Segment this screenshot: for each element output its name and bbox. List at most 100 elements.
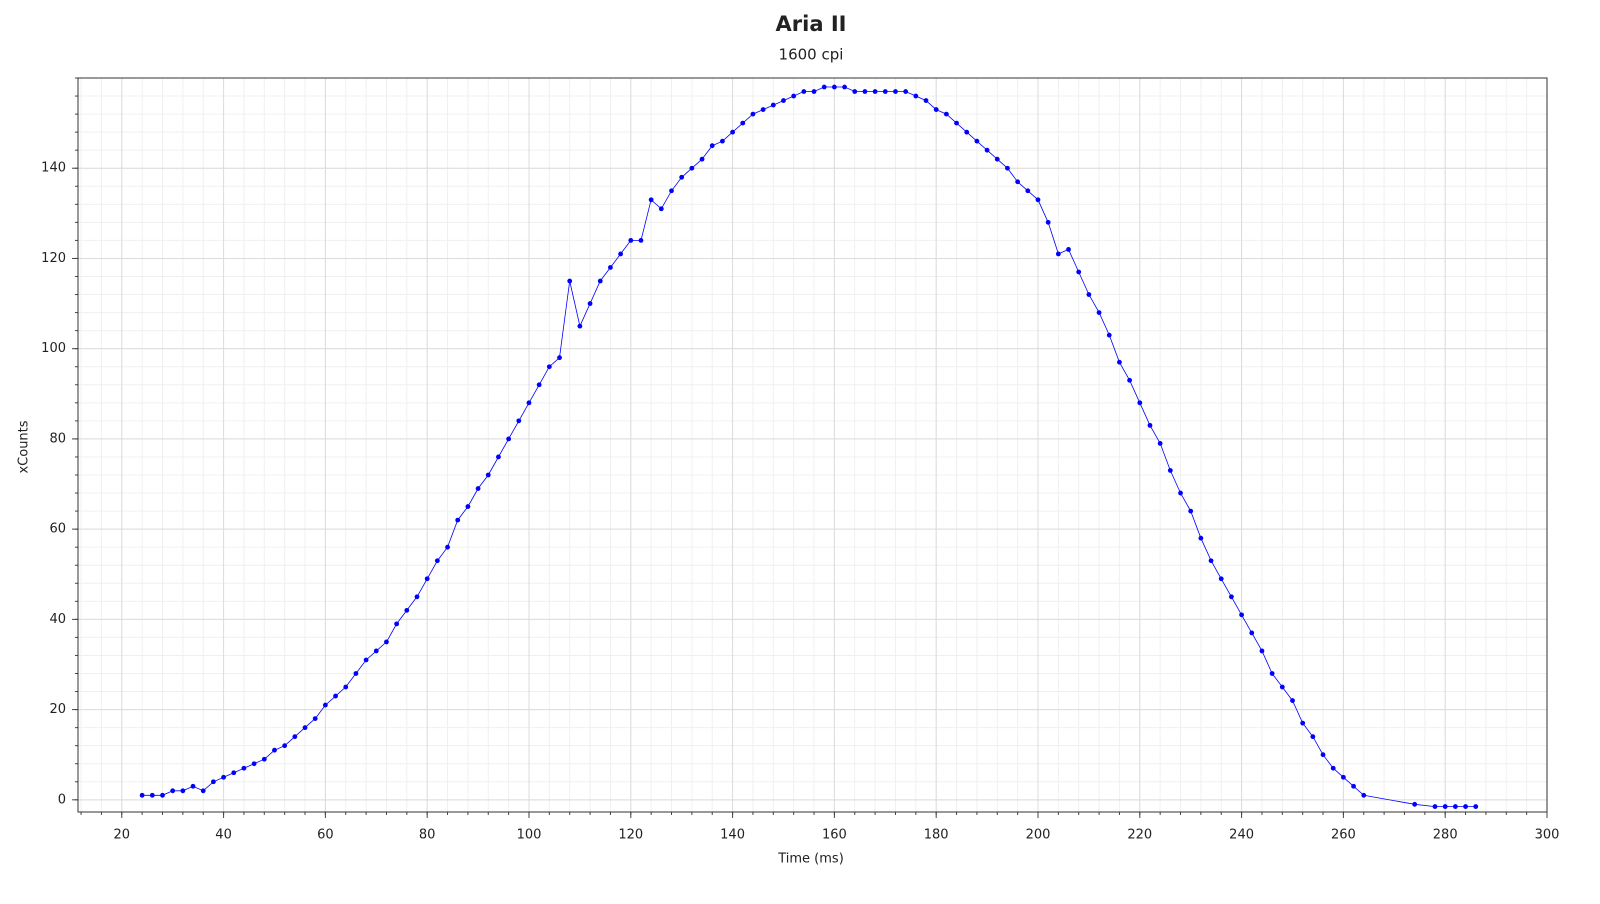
data-point xyxy=(1320,752,1326,758)
x-tick-label: 300 xyxy=(1535,828,1560,843)
data-point xyxy=(791,93,797,99)
data-point xyxy=(1290,698,1295,703)
data-point xyxy=(373,648,379,654)
data-point xyxy=(872,89,878,94)
x-tick-label: 40 xyxy=(215,828,232,843)
data-point xyxy=(831,84,837,90)
data-point xyxy=(1055,251,1061,257)
data-point xyxy=(781,98,786,103)
data-point xyxy=(546,364,552,370)
data-point xyxy=(628,238,634,243)
data-point xyxy=(984,147,990,153)
data-point xyxy=(536,382,542,388)
data-point xyxy=(160,792,165,798)
x-tick-label: 100 xyxy=(517,828,542,843)
data-point xyxy=(608,265,613,270)
data-point xyxy=(404,607,410,613)
data-point xyxy=(954,120,959,126)
data-point xyxy=(200,788,206,794)
data-point xyxy=(1096,310,1102,315)
data-point xyxy=(638,238,644,243)
data-point xyxy=(1045,219,1051,225)
data-point xyxy=(496,454,501,460)
data-point xyxy=(190,783,196,789)
data-point xyxy=(1167,468,1173,473)
data-point xyxy=(292,734,298,740)
data-point xyxy=(933,107,939,112)
x-tick-label: 80 xyxy=(419,828,436,843)
data-point xyxy=(1442,804,1448,809)
data-point xyxy=(1137,400,1143,406)
data-point xyxy=(526,400,532,406)
series-line xyxy=(142,86,1476,807)
data-point xyxy=(801,89,807,94)
data-point xyxy=(475,486,481,491)
data-point xyxy=(597,278,603,284)
data-point xyxy=(434,558,440,564)
data-point xyxy=(1463,804,1468,809)
data-point xyxy=(1015,179,1021,185)
data-point xyxy=(852,89,858,94)
x-tick-label: 280 xyxy=(1433,828,1458,843)
data-point xyxy=(1076,269,1082,275)
data-point xyxy=(903,89,909,94)
data-point xyxy=(322,702,328,708)
data-point xyxy=(312,716,318,722)
data-point xyxy=(1351,783,1356,789)
data-point xyxy=(1412,801,1418,807)
x-tick-label: 180 xyxy=(924,828,949,843)
data-point xyxy=(1035,197,1041,203)
data-point xyxy=(394,621,400,627)
data-point xyxy=(221,774,226,780)
data-point xyxy=(974,138,980,144)
data-point xyxy=(282,743,288,749)
data-point xyxy=(210,779,216,785)
data-point xyxy=(353,671,359,676)
data-point xyxy=(1127,377,1133,383)
data-point xyxy=(1239,612,1244,618)
x-tick-label: 200 xyxy=(1026,828,1051,843)
data-point xyxy=(699,156,705,162)
data-point xyxy=(1198,535,1204,541)
data-point xyxy=(1269,671,1275,676)
data-point xyxy=(139,792,145,798)
data-point xyxy=(648,197,654,203)
data-point xyxy=(1340,774,1346,780)
data-point xyxy=(1330,765,1336,771)
data-point xyxy=(913,93,919,99)
data-point xyxy=(1117,359,1122,365)
data-point xyxy=(516,418,522,424)
data-point xyxy=(506,436,512,442)
data-point xyxy=(1157,441,1163,446)
data-point xyxy=(384,639,389,645)
data-point xyxy=(811,89,817,94)
data-point xyxy=(170,788,176,794)
plot-frame xyxy=(77,77,1548,813)
data-point xyxy=(730,129,735,135)
data-point xyxy=(862,89,868,94)
chart-subtitle: 1600 cpi xyxy=(779,46,844,64)
x-axis-label: Time (ms) xyxy=(777,852,844,867)
data-point xyxy=(720,138,725,144)
data-point xyxy=(333,693,338,699)
data-point xyxy=(679,174,685,180)
data-point xyxy=(414,594,420,600)
y-tick-label: 20 xyxy=(49,702,66,717)
x-tick-label: 240 xyxy=(1229,828,1254,843)
data-point xyxy=(424,576,430,582)
data-point xyxy=(1086,292,1092,297)
data-point xyxy=(893,89,898,94)
data-point xyxy=(1218,576,1224,582)
y-axis-label: xCounts xyxy=(17,420,32,473)
data-point xyxy=(1025,188,1031,194)
data-point xyxy=(1279,684,1285,690)
data-point xyxy=(231,770,237,776)
data-point xyxy=(577,323,583,329)
data-point xyxy=(994,156,1000,162)
data-point xyxy=(1147,422,1153,428)
data-point xyxy=(363,657,369,663)
data-point xyxy=(658,206,664,212)
data-point xyxy=(1178,490,1183,496)
